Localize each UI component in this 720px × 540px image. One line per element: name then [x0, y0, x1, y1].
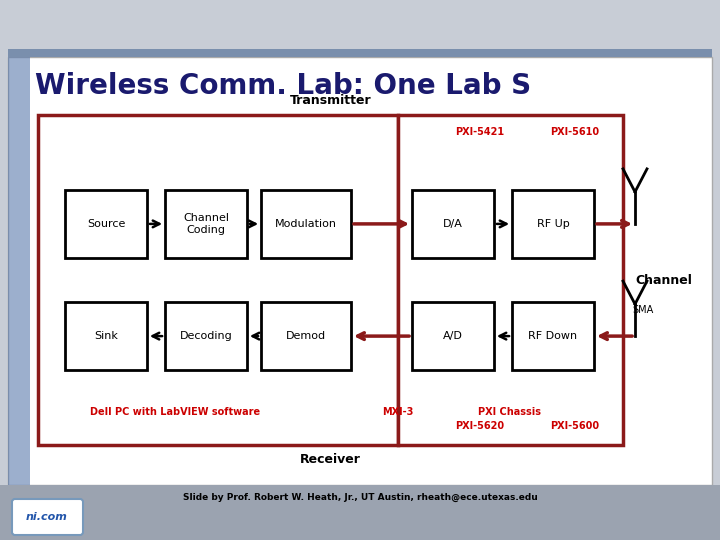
Bar [65, 190, 147, 258]
Text: RF Down: RF Down [528, 331, 577, 341]
Bar [261, 190, 351, 258]
Text: PXI-5620: PXI-5620 [456, 421, 505, 431]
Text: RF Up: RF Up [536, 219, 570, 229]
FancyBboxPatch shape [12, 499, 83, 535]
Bar [8, 57, 712, 485]
Text: PXI-5600: PXI-5600 [550, 421, 600, 431]
Text: PXI-5421: PXI-5421 [456, 127, 505, 137]
Text: D/A: D/A [443, 219, 463, 229]
Text: Dell PC with LabVIEW software: Dell PC with LabVIEW software [90, 407, 260, 417]
Bar [512, 302, 594, 370]
Text: Modulation: Modulation [275, 219, 337, 229]
Text: Demod: Demod [286, 331, 326, 341]
Bar [165, 302, 247, 370]
Bar [65, 302, 147, 370]
Text: SMA: SMA [632, 305, 653, 315]
Text: Channel: Channel [635, 273, 692, 287]
Bar [412, 190, 494, 258]
Bar [398, 115, 623, 445]
Bar [8, 57, 30, 485]
Text: Channel
Coding: Channel Coding [183, 213, 229, 235]
Text: Decoding: Decoding [179, 331, 233, 341]
Bar [412, 302, 494, 370]
Text: Receiver: Receiver [300, 453, 361, 466]
Bar [512, 190, 594, 258]
Bar [0, 485, 720, 540]
Text: PXI-5610: PXI-5610 [550, 127, 600, 137]
Text: A/D: A/D [443, 331, 463, 341]
Bar [38, 115, 398, 445]
Bar [8, 49, 712, 57]
Text: MXI-3: MXI-3 [382, 407, 414, 417]
Bar [165, 190, 247, 258]
Text: PXI Chassis: PXI Chassis [479, 407, 541, 417]
Bar [261, 302, 351, 370]
Text: Sink: Sink [94, 331, 118, 341]
Text: Wireless Comm. Lab: One Lab S: Wireless Comm. Lab: One Lab S [35, 72, 531, 100]
Text: Slide by Prof. Robert W. Heath, Jr., UT Austin, rheath@ece.utexas.edu: Slide by Prof. Robert W. Heath, Jr., UT … [183, 493, 537, 502]
Text: Source: Source [87, 219, 125, 229]
Text: ni.com: ni.com [26, 512, 68, 522]
Text: Transmitter: Transmitter [289, 94, 372, 107]
